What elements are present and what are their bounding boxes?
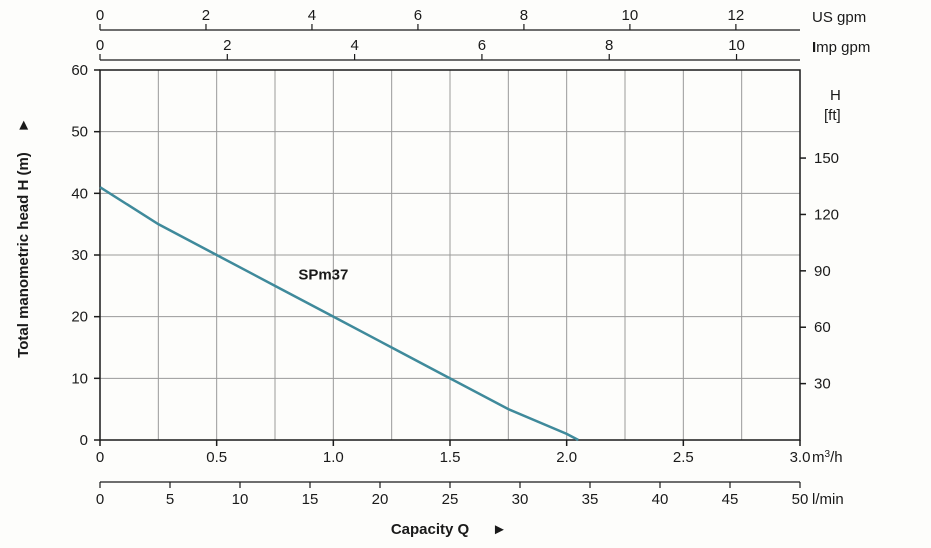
x-bottom-primary-tick: 2.0 — [556, 449, 577, 466]
x-bottom-primary-tick: 0.5 — [206, 449, 227, 466]
y-right-tick: 120 — [814, 206, 839, 223]
x-bottom-secondary-tick: 25 — [442, 491, 459, 508]
x-bottom-secondary-tick: 0 — [96, 491, 104, 508]
x-bottom-secondary-tick: 35 — [582, 491, 599, 508]
x-top-imp-tick: 6 — [478, 37, 486, 54]
x-top-us-tick: 2 — [202, 7, 210, 24]
x-bottom-secondary-unit: l/min — [812, 491, 844, 508]
x-top-imp-unit: Imp gpm — [812, 39, 870, 56]
x-top-us-tick: 12 — [728, 7, 745, 24]
x-top-imp-tick: 0 — [96, 37, 104, 54]
x-bottom-primary-tick: 2.5 — [673, 449, 694, 466]
y-left-tick: 10 — [71, 370, 88, 387]
x-top-imp-tick: 8 — [605, 37, 613, 54]
pump-curve-chart: 0102030405060Total manometric head H (m)… — [0, 0, 931, 548]
x-bottom-secondary-tick: 45 — [722, 491, 739, 508]
y-right-tick: 90 — [814, 263, 831, 280]
y-left-tick: 50 — [71, 124, 88, 141]
y-left-tick: 20 — [71, 309, 88, 326]
x-bottom-primary-tick: 0 — [96, 449, 104, 466]
x-top-us-tick: 4 — [308, 7, 316, 24]
y-right-label: H — [830, 87, 841, 104]
y-left-tick: 0 — [80, 432, 88, 449]
x-bottom-secondary-tick: 15 — [302, 491, 319, 508]
x-bottom-primary-tick: 1.5 — [440, 449, 461, 466]
x-bottom-secondary-tick: 10 — [232, 491, 249, 508]
x-bottom-secondary-tick: 5 — [166, 491, 174, 508]
y-right-unit: [ft] — [824, 107, 841, 124]
x-bottom-secondary-tick: 50 — [792, 491, 809, 508]
series-label: SPm37 — [298, 267, 348, 284]
arrow-icon: ► — [492, 521, 507, 538]
x-axis-label: Capacity Q — [391, 521, 470, 538]
x-top-imp-tick: 2 — [223, 37, 231, 54]
x-top-us-tick: 8 — [520, 7, 528, 24]
y-left-tick: 30 — [71, 247, 88, 264]
y-right-tick: 30 — [814, 376, 831, 393]
x-bottom-secondary-tick: 30 — [512, 491, 529, 508]
y-left-tick: 60 — [71, 62, 88, 79]
y-axis-label: Total manometric head H (m) — [15, 152, 32, 358]
x-top-us-tick: 10 — [622, 7, 639, 24]
x-bottom-primary-tick: 3.0 — [790, 449, 811, 466]
y-right-tick: 60 — [814, 319, 831, 336]
y-left-tick: 40 — [71, 185, 88, 202]
x-bottom-secondary-tick: 40 — [652, 491, 669, 508]
x-top-us-tick: 6 — [414, 7, 422, 24]
arrow-icon: ► — [15, 118, 32, 133]
x-top-us-unit: US gpm — [812, 9, 866, 26]
y-right-tick: 150 — [814, 150, 839, 167]
x-top-imp-tick: 10 — [728, 37, 745, 54]
x-bottom-secondary-tick: 20 — [372, 491, 389, 508]
x-top-imp-tick: 4 — [350, 37, 358, 54]
x-bottom-primary-tick: 1.0 — [323, 449, 344, 466]
x-top-us-tick: 0 — [96, 7, 104, 24]
